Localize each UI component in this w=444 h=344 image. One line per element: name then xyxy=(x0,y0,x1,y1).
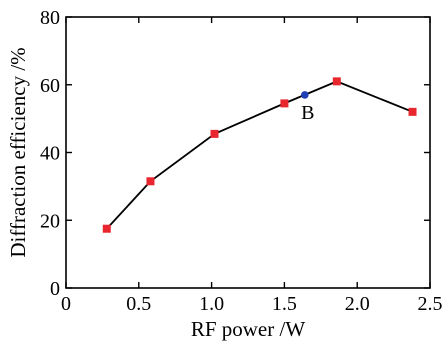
data-point xyxy=(332,77,341,86)
annotations: B xyxy=(300,91,314,124)
series-line xyxy=(106,80,413,230)
data-point xyxy=(280,99,289,108)
x-tick-label: 0.5 xyxy=(126,293,151,315)
y-tick-label: 0 xyxy=(50,278,60,300)
series-group xyxy=(102,77,417,233)
x-axis-title: RF power /W xyxy=(191,317,306,341)
data-point xyxy=(210,129,219,138)
y-tick-label: 60 xyxy=(40,75,60,97)
data-point xyxy=(102,224,111,233)
point-b-label: B xyxy=(301,102,314,124)
plot-frame xyxy=(65,16,431,289)
ticks: 0 0.5 1.0 1.5 2.0 2.5 0 20 40 60 80 xyxy=(40,7,443,315)
x-tick-label: 2.5 xyxy=(418,293,443,315)
x-tick-label: 1.5 xyxy=(272,293,297,315)
axes xyxy=(65,16,431,289)
data-point xyxy=(146,177,155,186)
point-b-marker xyxy=(300,91,309,99)
x-tick-label: 1.0 xyxy=(199,293,224,315)
y-tick-label: 80 xyxy=(40,7,60,29)
y-tick-label: 20 xyxy=(40,210,60,232)
data-point xyxy=(408,107,417,116)
y-axis-title: Diffraction efficiency /% xyxy=(6,47,30,257)
y-tick-label: 40 xyxy=(40,143,60,165)
x-tick-label: 0 xyxy=(61,293,71,315)
x-tick-label: 2.0 xyxy=(345,293,370,315)
